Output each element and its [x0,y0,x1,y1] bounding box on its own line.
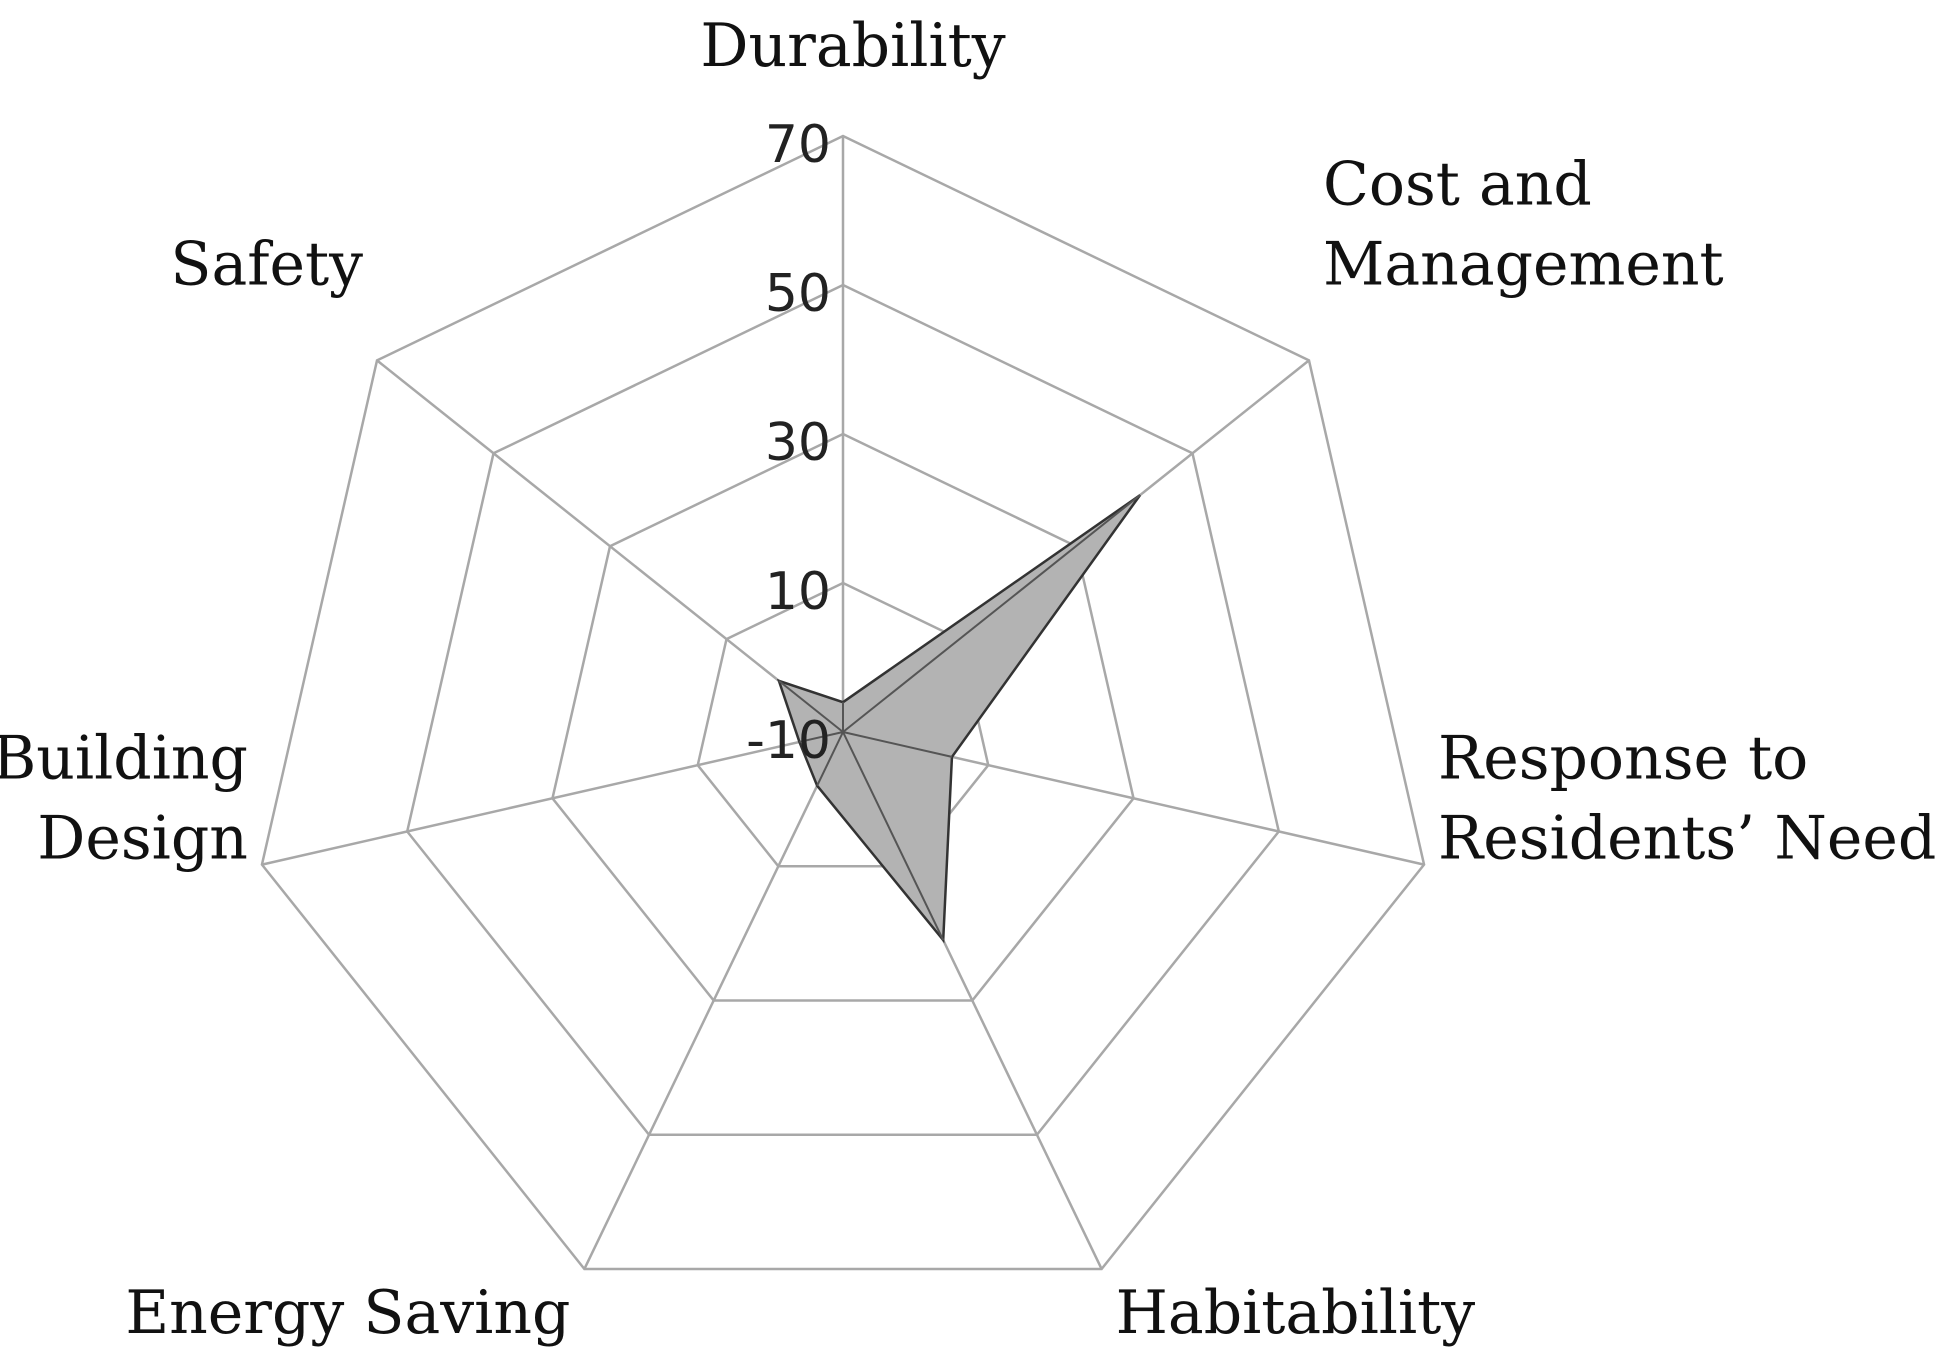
category-label: Building Design [0,724,248,874]
grid-ring [260,134,1426,1271]
axis-spoke [261,730,844,866]
series-area [776,494,1142,944]
data-point-spoke [842,731,953,758]
axis-spoke [583,731,845,1270]
category-label: Durability [700,11,1005,81]
data-point-spoke [799,731,844,743]
grid-ring [405,283,1281,1136]
axis-spoke [376,359,844,733]
tick-label: 70 [765,115,831,175]
tick-label: 10 [765,562,831,622]
tick-label: 50 [765,264,831,324]
tick-label: 30 [765,413,831,473]
data-series [776,494,1142,944]
data-point-spoke [778,680,844,733]
data-point-spoke [842,494,1141,733]
category-label: Habitability [1116,1278,1476,1348]
category-label: Safety [170,229,363,299]
data-point-spoke [816,731,844,787]
tick-label: -10 [746,711,831,771]
category-label: Response to Residents’ Needs [1438,724,1936,874]
grid-ring [551,432,1135,1002]
radial-tick-labels: -10 10 30 50 70 [746,115,831,771]
category-label: Cost and Management [1323,149,1724,299]
category-labels: Durability Cost and Management Response to R… [0,11,1936,1348]
category-label: Energy Saving [125,1278,570,1348]
data-point-spoke [842,731,945,941]
